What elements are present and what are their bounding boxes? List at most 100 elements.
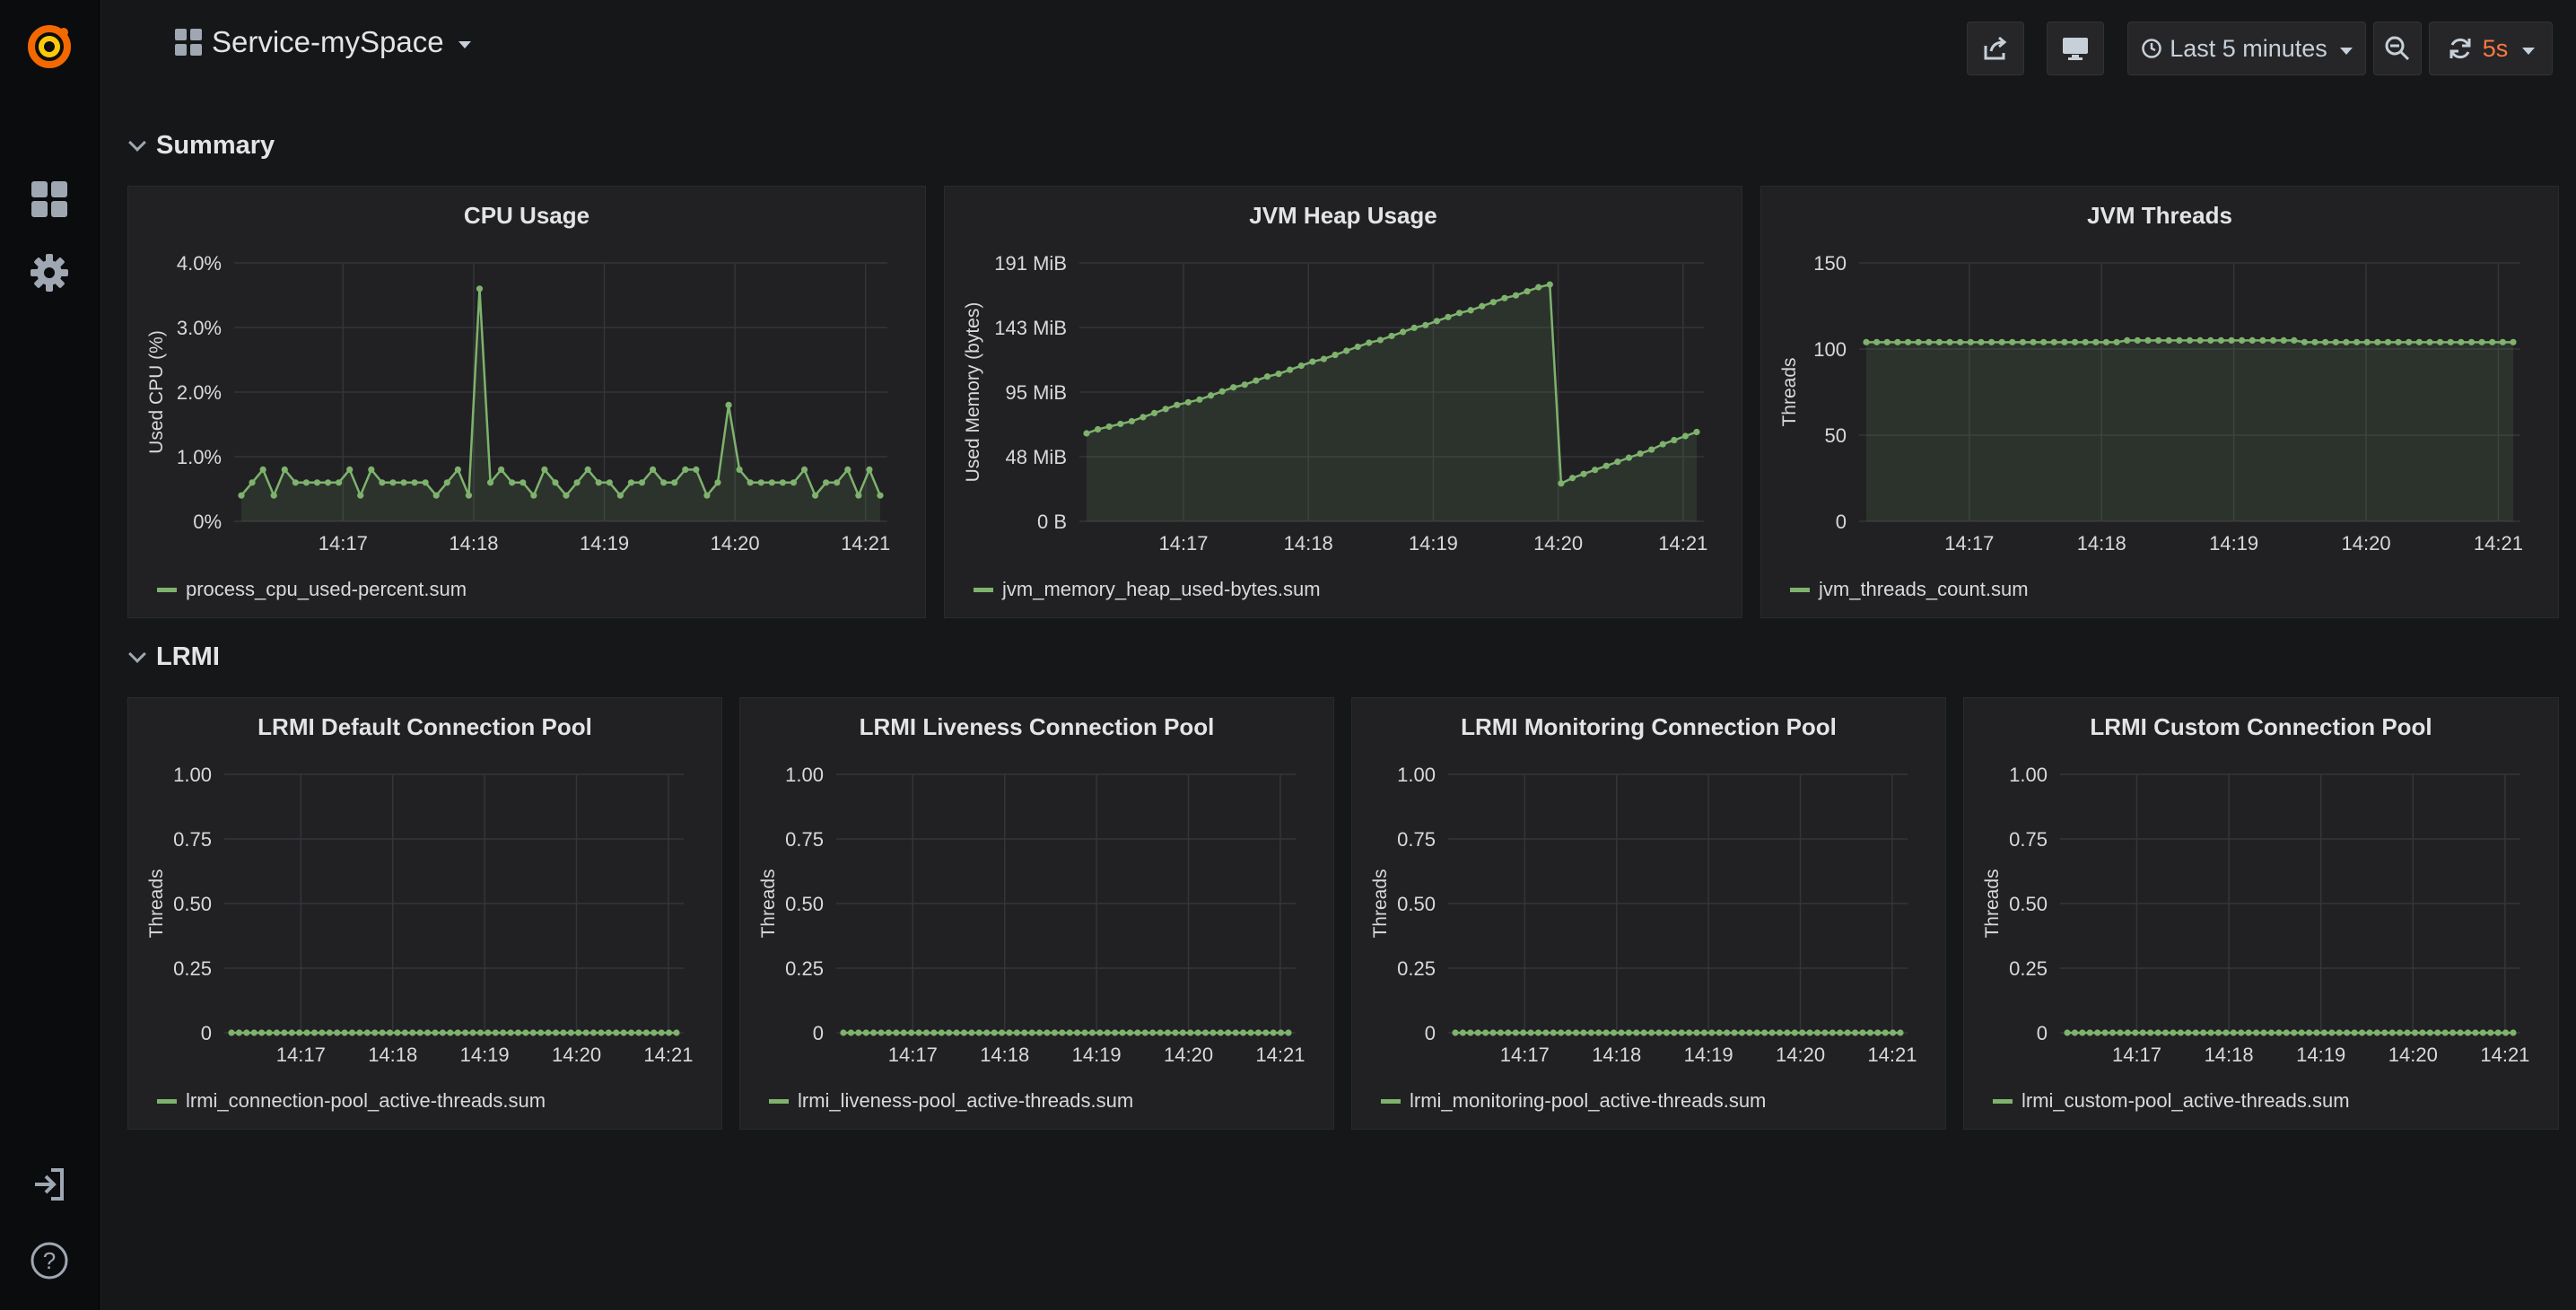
data-point xyxy=(1618,1029,1625,1036)
data-point xyxy=(1126,1029,1134,1036)
dashboard-picker[interactable]: Service-mySpace xyxy=(174,25,471,59)
jvm-threads-graph[interactable]: 0 50 100 150 14:17 14:18 14:19 14:20 14:21 Thread… xyxy=(1761,187,2560,619)
legend-item[interactable]: process_cpu_used-percent.sum xyxy=(157,578,467,601)
zoom-out-button[interactable] xyxy=(2373,22,2422,75)
panel-jvm-heap-usage[interactable]: JVM Heap Usage 0 B 48 MiB 95 MiB 143 MiB 191… xyxy=(944,186,1742,618)
data-point xyxy=(2363,338,2371,345)
lrmi-liveness-graph[interactable]: 0 0.25 0.50 0.75 1.00 14:17 14:18 14:19 14:20 14:… xyxy=(740,698,1335,1131)
data-point xyxy=(1172,1029,1179,1036)
grafana-logo-icon[interactable] xyxy=(24,22,74,72)
data-point xyxy=(2267,1029,2275,1036)
data-point xyxy=(1187,1029,1194,1036)
data-point xyxy=(1614,458,1621,466)
data-point xyxy=(1150,409,1158,416)
tv-mode-button[interactable] xyxy=(2047,22,2104,75)
data-point xyxy=(1467,1029,1474,1036)
data-point xyxy=(908,1029,915,1036)
series-color-swatch xyxy=(1790,587,1810,592)
row-summary[interactable]: Summary xyxy=(128,131,275,161)
panel-lrmi-custom-connection-pool[interactable]: LRMI Custom Connection Pool 0 0.25 0.50 0.7… xyxy=(1963,697,2559,1130)
legend-item[interactable]: lrmi_liveness-pool_active-threads.sum xyxy=(769,1089,1133,1113)
gear-icon[interactable] xyxy=(24,248,74,298)
y-tick-label: 150 xyxy=(1813,252,1847,275)
data-point xyxy=(394,1029,401,1036)
data-point xyxy=(1897,1029,1904,1036)
jvm-heap-usage-graph[interactable]: 0 B 48 MiB 95 MiB 143 MiB 191 MiB 14:17 14:18 1… xyxy=(945,187,1743,619)
panel-lrmi-liveness-connection-pool[interactable]: LRMI Liveness Connection Pool 0 0.25 0.50 0… xyxy=(739,697,1334,1130)
data-point xyxy=(1844,1029,1851,1036)
legend-item[interactable]: lrmi_custom-pool_active-threads.sum xyxy=(1993,1089,2350,1113)
data-point xyxy=(1647,1029,1655,1036)
data-point xyxy=(975,1029,982,1036)
x-tick-label: 14:21 xyxy=(1867,1044,1917,1066)
data-point xyxy=(2155,336,2162,344)
lrmi-custom-graph[interactable]: 0 0.25 0.50 0.75 1.00 14:17 14:18 14:19 14:20 14:… xyxy=(1964,698,2560,1131)
data-point xyxy=(2113,338,2120,345)
panel-title[interactable]: JVM Heap Usage xyxy=(1249,202,1437,229)
data-point xyxy=(1708,1029,1716,1036)
panel-jvm-threads[interactable]: JVM Threads 0 50 100 150 14:17 14:18 14:19 14:2… xyxy=(1760,186,2559,618)
data-point xyxy=(2332,338,2339,345)
x-tick-label: 14:18 xyxy=(1284,532,1333,555)
share-button[interactable] xyxy=(1967,22,2024,75)
data-point xyxy=(1889,1029,1897,1036)
panel-title[interactable]: LRMI Monitoring Connection Pool xyxy=(1461,713,1837,740)
time-picker-button[interactable]: Last 5 minutes xyxy=(2127,22,2366,75)
data-point xyxy=(1104,1029,1111,1036)
cpu-usage-graph[interactable]: 0% 1.0% 2.0% 3.0% 4.0% 14:17 14:18 14:19 14:20 14… xyxy=(128,187,927,619)
data-point xyxy=(1663,1029,1670,1036)
sign-in-icon[interactable] xyxy=(24,1159,74,1210)
data-point xyxy=(1978,338,1985,345)
refresh-interval-label: 5s xyxy=(2482,34,2509,62)
panel-title[interactable]: LRMI Default Connection Pool xyxy=(258,713,592,740)
data-point xyxy=(2441,1029,2449,1036)
legend-item[interactable]: jvm_threads_count.sum xyxy=(1790,578,2029,601)
lrmi-monitoring-graph[interactable]: 0 0.25 0.50 0.75 1.00 14:17 14:18 14:19 14:20 14:… xyxy=(1352,698,1947,1131)
data-point xyxy=(2426,1029,2433,1036)
data-point xyxy=(2298,1029,2305,1036)
data-point xyxy=(1595,1029,1602,1036)
y-axis-label: Threads xyxy=(146,869,167,938)
dashboards-icon[interactable] xyxy=(24,174,74,224)
data-point xyxy=(2019,338,2027,345)
data-point xyxy=(432,1029,439,1036)
lrmi-default-graph[interactable]: 0 0.25 0.50 0.75 1.00 14:17 14:18 14:19 14:20 14:… xyxy=(128,698,723,1131)
panel-title[interactable]: CPU Usage xyxy=(463,202,590,229)
panel-title[interactable]: LRMI Custom Connection Pool xyxy=(2090,713,2432,740)
panel-lrmi-default-connection-pool[interactable]: LRMI Default Connection Pool 0 0.25 0.50 0.… xyxy=(127,697,722,1130)
data-point xyxy=(2144,336,2152,344)
refresh-picker-button[interactable]: 5s xyxy=(2429,22,2553,75)
panel-cpu-usage[interactable]: CPU Usage 0% 1.0% 2.0% 3.0% 4.0% 14:17 14:18 14… xyxy=(127,186,926,618)
chevron-down-icon xyxy=(128,133,146,152)
data-point xyxy=(1196,396,1203,403)
data-point xyxy=(500,1029,507,1036)
data-point xyxy=(2464,1029,2472,1036)
data-point xyxy=(476,1029,485,1036)
legend-item[interactable]: jvm_memory_heap_used-bytes.sum xyxy=(974,578,1321,601)
data-point xyxy=(665,1029,673,1036)
data-point xyxy=(725,401,732,408)
chevron-down-icon xyxy=(2339,48,2353,55)
data-point xyxy=(595,479,602,486)
data-point xyxy=(840,1029,847,1036)
panel-title[interactable]: LRMI Liveness Connection Pool xyxy=(859,713,1215,740)
data-point xyxy=(1149,1029,1157,1036)
legend-item[interactable]: lrmi_connection-pool_active-threads.sum xyxy=(157,1089,546,1113)
data-point xyxy=(991,1029,998,1036)
help-icon[interactable]: ? xyxy=(24,1236,74,1286)
data-point xyxy=(1489,299,1497,306)
data-point xyxy=(1239,1029,1247,1036)
chevron-down-icon xyxy=(128,644,146,663)
panel-title[interactable]: JVM Threads xyxy=(2087,202,2232,229)
y-tick-label: 4.0% xyxy=(177,252,222,275)
row-lrmi[interactable]: LRMI xyxy=(128,642,220,672)
data-point xyxy=(2344,1029,2351,1036)
data-point xyxy=(620,1029,627,1036)
legend-item[interactable]: lrmi_monitoring-pool_active-threads.sum xyxy=(1381,1089,1766,1113)
data-point xyxy=(582,1029,589,1036)
x-tick-label: 14:17 xyxy=(1158,532,1208,555)
data-point xyxy=(823,479,830,486)
data-point xyxy=(1366,339,1373,346)
y-tick-label: 1.00 xyxy=(1397,764,1436,786)
panel-lrmi-monitoring-connection-pool[interactable]: LRMI Monitoring Connection Pool 0 0.25 0.5… xyxy=(1351,697,1946,1130)
